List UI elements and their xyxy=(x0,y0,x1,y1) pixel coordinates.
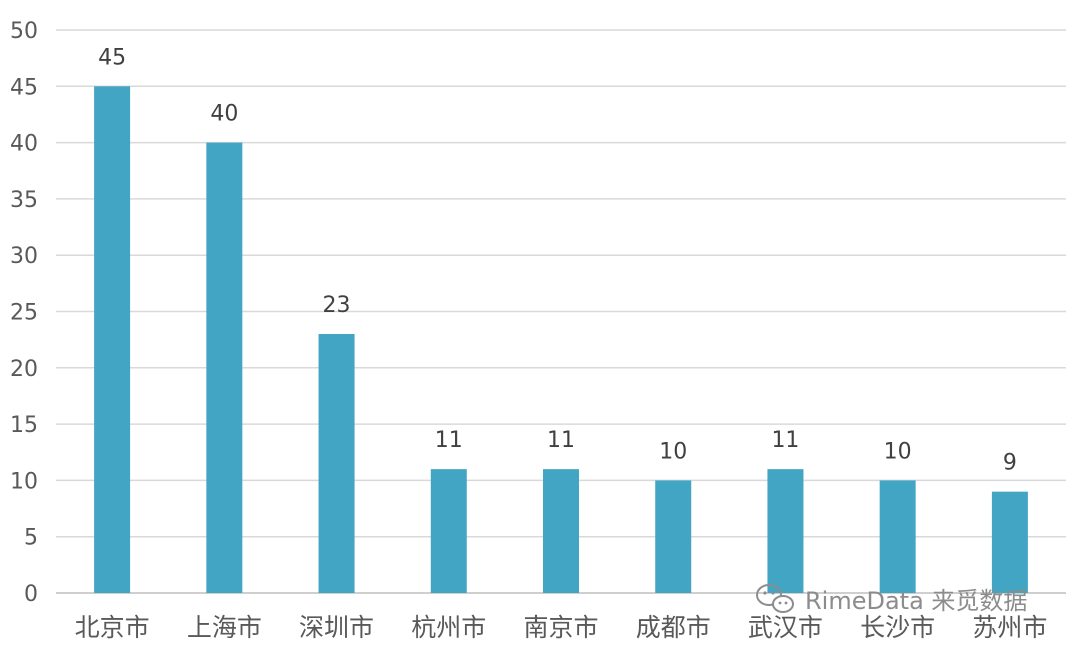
y-tick-label: 5 xyxy=(24,526,38,551)
y-tick-label: 10 xyxy=(10,469,38,494)
x-tick-label: 杭州市 xyxy=(411,613,486,642)
x-tick-label: 深圳市 xyxy=(299,613,374,642)
data-label: 11 xyxy=(547,428,575,453)
x-tick-label: 苏州市 xyxy=(972,613,1047,642)
y-tick-label: 15 xyxy=(10,413,38,438)
bar xyxy=(94,86,131,594)
bar xyxy=(543,469,579,593)
bar xyxy=(318,334,355,593)
wechat-icon xyxy=(756,584,794,613)
bar xyxy=(430,469,467,593)
watermark: RimeData 来觅数据 xyxy=(756,584,1027,615)
y-tick-label: 30 xyxy=(10,244,38,269)
bar xyxy=(767,469,804,593)
data-labels: 45 40 23 11 11 10 11 10 9 xyxy=(98,45,1017,475)
bar xyxy=(879,480,916,593)
y-tick-label: 40 xyxy=(10,132,38,157)
data-label: 11 xyxy=(435,428,463,453)
y-tick-label: 45 xyxy=(10,75,38,100)
data-label: 9 xyxy=(1003,451,1017,476)
data-label: 11 xyxy=(771,428,799,453)
bar xyxy=(206,142,243,593)
data-label: 23 xyxy=(323,293,351,318)
x-tick-label: 南京市 xyxy=(523,613,598,642)
x-tick-label: 长沙市 xyxy=(860,613,935,642)
data-label: 10 xyxy=(659,439,687,464)
x-tick-label: 北京市 xyxy=(75,613,150,642)
y-tick-label: 50 xyxy=(10,19,38,44)
y-tick-label: 20 xyxy=(10,357,38,382)
y-tick-label: 0 xyxy=(24,582,38,607)
y-axis-ticks: 0 5 10 15 20 25 30 35 40 45 50 xyxy=(10,19,38,607)
bar xyxy=(991,491,1028,593)
data-label: 10 xyxy=(884,439,912,464)
data-label: 40 xyxy=(210,102,238,127)
x-tick-label: 武汉市 xyxy=(748,613,823,642)
x-tick-label: 上海市 xyxy=(187,613,262,642)
data-label: 45 xyxy=(98,45,126,70)
bar xyxy=(655,480,692,593)
x-axis-ticks: 北京市 上海市 深圳市 杭州市 南京市 成都市 武汉市 长沙市 苏州市 xyxy=(75,613,1048,642)
y-tick-label: 35 xyxy=(10,188,38,213)
y-tick-label: 25 xyxy=(10,301,38,326)
x-tick-label: 成都市 xyxy=(636,613,711,642)
watermark-text: RimeData 来觅数据 xyxy=(805,587,1027,615)
bars xyxy=(94,86,1028,594)
